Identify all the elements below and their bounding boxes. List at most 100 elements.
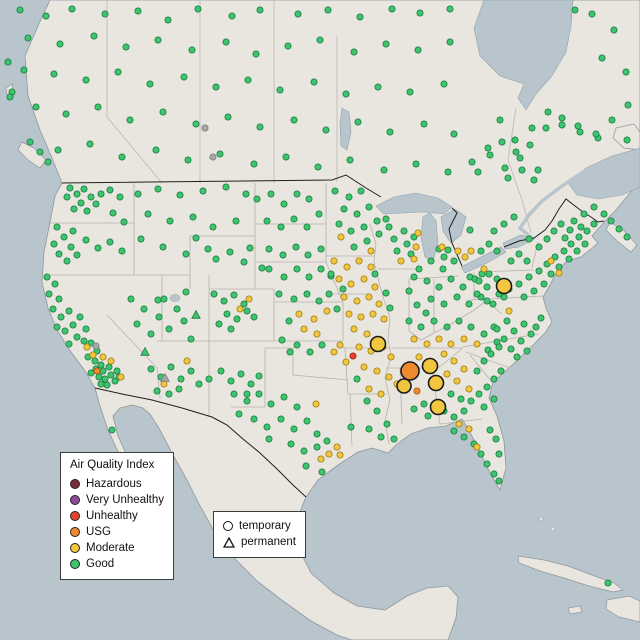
monitor-good[interactable] <box>159 108 167 116</box>
monitor-moderate[interactable] <box>335 275 343 283</box>
monitor-moderate[interactable] <box>480 265 488 273</box>
monitor-gray[interactable] <box>92 342 100 350</box>
monitor-good[interactable] <box>290 425 298 433</box>
monitor-good[interactable] <box>240 258 248 266</box>
monitor-good[interactable] <box>303 290 311 298</box>
monitor-good[interactable] <box>377 433 385 441</box>
monitor-good[interactable] <box>109 209 117 217</box>
monitor-good[interactable] <box>315 210 323 218</box>
monitor-good[interactable] <box>290 116 298 124</box>
monitor-good[interactable] <box>154 296 162 304</box>
monitor-good[interactable] <box>435 283 443 291</box>
monitor-good[interactable] <box>194 5 202 13</box>
temporary-monitor-usg[interactable] <box>400 361 420 381</box>
monitor-good[interactable] <box>177 375 185 383</box>
monitor-moderate[interactable] <box>350 325 358 333</box>
monitor-good[interactable] <box>532 323 540 331</box>
monitor-good[interactable] <box>182 250 190 258</box>
monitor-good[interactable] <box>175 385 183 393</box>
monitor-moderate[interactable] <box>412 243 420 251</box>
monitor-good[interactable] <box>250 313 258 321</box>
monitor-good[interactable] <box>515 280 523 288</box>
temporary-monitor-moderate[interactable] <box>369 335 387 353</box>
monitor-good[interactable] <box>346 156 354 164</box>
monitor-good[interactable] <box>57 313 65 321</box>
monitor-moderate[interactable] <box>317 455 325 463</box>
monitor-good[interactable] <box>230 291 238 299</box>
monitor-good[interactable] <box>153 387 161 395</box>
monitor-moderate[interactable] <box>160 380 168 388</box>
monitor-good[interactable] <box>247 380 255 388</box>
monitor-moderate[interactable] <box>89 351 97 359</box>
monitor-good[interactable] <box>558 121 566 129</box>
monitor-good[interactable] <box>497 367 505 375</box>
monitor-moderate[interactable] <box>473 443 481 451</box>
monitor-good[interactable] <box>382 215 390 223</box>
monitor-good[interactable] <box>610 26 618 34</box>
monitor-good[interactable] <box>353 210 361 218</box>
monitor-good[interactable] <box>146 80 154 88</box>
monitor-good[interactable] <box>565 255 573 263</box>
monitor-good[interactable] <box>527 330 535 338</box>
monitor-good[interactable] <box>331 187 339 195</box>
monitor-good[interactable] <box>99 367 107 375</box>
monitor-moderate[interactable] <box>236 305 244 313</box>
monitor-good[interactable] <box>286 348 294 356</box>
monitor-good[interactable] <box>305 273 313 281</box>
monitor-good[interactable] <box>246 244 254 252</box>
monitor-good[interactable] <box>446 5 454 13</box>
monitor-good[interactable] <box>212 83 220 91</box>
monitor-good[interactable] <box>287 440 295 448</box>
monitor-good[interactable] <box>290 215 298 223</box>
monitor-good[interactable] <box>87 193 95 201</box>
monitor-good[interactable] <box>44 158 52 166</box>
monitor-good[interactable] <box>460 433 468 441</box>
monitor-good[interactable] <box>475 390 483 398</box>
monitor-good[interactable] <box>567 240 575 248</box>
monitor-good[interactable] <box>303 417 311 425</box>
monitor-good[interactable] <box>347 423 355 431</box>
monitor-good[interactable] <box>375 230 383 238</box>
monitor-good[interactable] <box>535 267 543 275</box>
monitor-good[interactable] <box>265 245 273 253</box>
monitor-good[interactable] <box>240 300 248 308</box>
monitor-good[interactable] <box>303 223 311 231</box>
monitor-good[interactable] <box>284 42 292 50</box>
monitor-good[interactable] <box>608 116 616 124</box>
monitor-good[interactable] <box>103 381 111 389</box>
monitor-moderate[interactable] <box>450 357 458 365</box>
monitor-good[interactable] <box>495 343 503 351</box>
monitor-good[interactable] <box>459 283 467 291</box>
monitor-good[interactable] <box>101 375 109 383</box>
monitor-moderate[interactable] <box>447 340 455 348</box>
monitor-good[interactable] <box>180 317 188 325</box>
monitor-good[interactable] <box>188 46 196 54</box>
monitor-good[interactable] <box>485 270 493 278</box>
monitor-moderate[interactable] <box>313 330 321 338</box>
monitor-moderate[interactable] <box>555 269 563 277</box>
monitor-good[interactable] <box>223 310 231 318</box>
monitor-moderate[interactable] <box>357 313 365 321</box>
monitor-good[interactable] <box>293 190 301 198</box>
monitor-good[interactable] <box>350 243 358 251</box>
monitor-good[interactable] <box>413 301 421 309</box>
monitor-good[interactable] <box>233 315 241 323</box>
monitor-good[interactable] <box>483 460 491 468</box>
monitor-good[interactable] <box>365 425 373 433</box>
monitor-moderate[interactable] <box>340 293 348 301</box>
monitor-good[interactable] <box>49 305 57 313</box>
monitor-moderate[interactable] <box>336 341 344 349</box>
monitor-good[interactable] <box>339 285 347 293</box>
monitor-good[interactable] <box>293 265 301 273</box>
monitor-good[interactable] <box>317 245 325 253</box>
monitor-good[interactable] <box>335 220 343 228</box>
monitor-good[interactable] <box>363 397 371 405</box>
monitor-good[interactable] <box>547 270 555 278</box>
monitor-good[interactable] <box>280 273 288 281</box>
monitor-good[interactable] <box>525 273 533 281</box>
monitor-good[interactable] <box>528 124 536 132</box>
monitor-good[interactable] <box>66 184 74 192</box>
monitor-good[interactable] <box>304 251 312 259</box>
monitor-good[interactable] <box>515 250 523 258</box>
monitor-moderate[interactable] <box>367 263 375 271</box>
